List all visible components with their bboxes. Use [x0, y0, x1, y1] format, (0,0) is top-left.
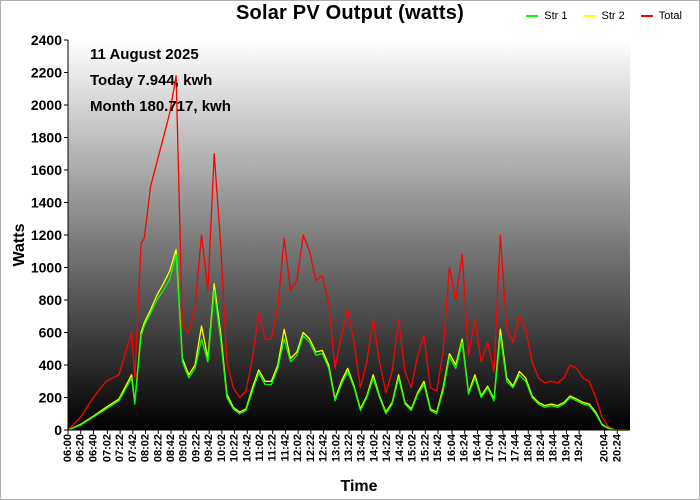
y-tick-label: 1600 [31, 162, 62, 178]
x-tick-label: 11:02 [254, 434, 266, 462]
x-tick-label: 13:42 [356, 434, 368, 462]
x-tick-label: 20:24 [611, 433, 623, 462]
annotation-month: Month 180.717, kwh [90, 98, 231, 115]
plot-background [68, 40, 630, 430]
legend-swatch-str1 [526, 15, 539, 17]
x-tick-label: 07:42 [127, 434, 139, 462]
y-tick-label: 800 [39, 292, 63, 308]
x-tick-label: 13:02 [330, 434, 342, 462]
x-tick-label: 17:04 [484, 433, 496, 462]
legend-item-total: Total [640, 10, 682, 22]
y-tick-label: 1000 [31, 260, 62, 276]
y-axis: 0 200 400 600 800 1000 1200 1400 1600 1800 2000 220… [31, 32, 68, 438]
x-tick-label: 17:24 [497, 433, 509, 462]
y-tick-label: 200 [39, 390, 63, 406]
x-tick-label: 16:04 [446, 433, 458, 462]
x-tick-label: 06:40 [87, 434, 99, 462]
x-tick-label: 17:44 [510, 433, 522, 462]
x-tick-label: 19:24 [573, 433, 585, 462]
x-tick-label: 06:20 [75, 434, 87, 462]
x-tick-label: 15:02 [407, 434, 419, 462]
x-tick-label: 10:42 [241, 434, 253, 462]
x-tick-label: 12:02 [292, 434, 304, 462]
x-tick-label: 18:24 [535, 433, 547, 462]
x-tick-label: 11:42 [279, 434, 291, 462]
x-axis-label: Time [340, 478, 378, 495]
x-tick-label: 12:42 [318, 434, 330, 462]
x-tick-label: 08:42 [165, 434, 177, 462]
x-tick-label: 13:22 [343, 434, 355, 462]
legend-swatch-total [640, 15, 653, 17]
y-tick-label: 1800 [31, 130, 62, 146]
x-tick-label: 14:02 [368, 434, 380, 462]
series-line-str1 [67, 253, 628, 431]
series-lines [67, 75, 628, 431]
y-tick-label: 1400 [31, 195, 62, 211]
x-axis: 06:00 06:20 06:40 07:02 07:22 07:42 08:02 08:22… [62, 430, 623, 462]
x-tick-label: 10:02 [216, 434, 228, 462]
legend-item-str2: Str 2 [583, 10, 625, 22]
x-tick-label: 07:02 [101, 434, 113, 462]
x-tick-label: 16:24 [459, 433, 471, 462]
y-tick-label: 2200 [31, 65, 62, 81]
annotation-today: Today 7.944, kwh [90, 72, 213, 89]
legend-swatch-str2 [583, 15, 596, 17]
y-tick-label: 1200 [31, 227, 62, 243]
legend-label-str2: Str 2 [601, 10, 625, 22]
x-tick-label: 09:42 [203, 434, 215, 462]
x-tick-label: 07:22 [114, 434, 126, 462]
x-tick-label: 09:02 [178, 434, 190, 462]
x-tick-label: 18:44 [548, 433, 560, 462]
x-tick-label: 19:04 [560, 433, 572, 462]
y-tick-label: 600 [39, 325, 63, 341]
annotation-date: 11 August 2025 [90, 46, 199, 63]
x-tick-label: 12:22 [305, 434, 317, 462]
x-tick-label: 09:22 [190, 434, 202, 462]
y-tick-label: 2400 [31, 32, 62, 48]
y-tick-label: 2000 [31, 97, 62, 113]
x-tick-label: 16:44 [471, 433, 483, 462]
legend-label-str1: Str 1 [544, 10, 568, 22]
legend-label-total: Total [658, 10, 682, 22]
x-tick-label: 06:00 [62, 434, 74, 462]
x-tick-label: 08:22 [152, 434, 164, 462]
x-tick-label: 20:04 [599, 433, 611, 462]
x-tick-label: 08:02 [140, 434, 152, 462]
y-tick-label: 400 [39, 357, 63, 373]
series-line-total [67, 75, 628, 431]
x-tick-label: 15:42 [432, 434, 444, 462]
y-axis-label: Watts [11, 223, 28, 267]
x-tick-label: 14:22 [381, 434, 393, 462]
x-tick-label: 14:42 [394, 434, 406, 462]
chart-title: Solar PV Output (watts) [236, 2, 464, 24]
legend: Str 1 Str 2 Total [526, 10, 682, 22]
x-tick-label: 10:22 [229, 434, 241, 462]
x-tick-label: 18:04 [522, 433, 534, 462]
legend-item-str1: Str 1 [526, 10, 568, 22]
x-tick-label: 11:22 [267, 434, 279, 462]
x-tick-label: 15:22 [419, 434, 431, 462]
y-tick-label: 0 [54, 422, 62, 438]
